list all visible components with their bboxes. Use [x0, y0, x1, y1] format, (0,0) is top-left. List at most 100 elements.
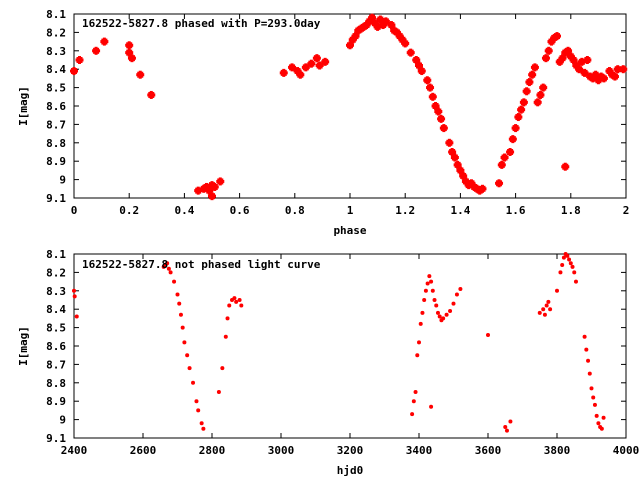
data-point: [429, 404, 434, 409]
data-point-arm: [395, 28, 399, 37]
data-point: [596, 421, 601, 426]
data-point-arm: [420, 67, 424, 76]
data-point: [594, 413, 599, 418]
data-point: [570, 264, 575, 269]
x-tick-label: 3600: [475, 444, 502, 457]
data-point: [441, 316, 446, 321]
data-point-arm: [572, 56, 576, 64]
data-point: [191, 380, 196, 385]
data-point: [601, 415, 606, 420]
data-point-arm: [204, 182, 208, 191]
x-tick-label: 0.2: [119, 204, 139, 217]
x-tick-label: 1.8: [561, 204, 581, 217]
data-point-arm: [541, 83, 545, 92]
data-point-arm: [138, 70, 142, 79]
data-point-arm: [585, 56, 589, 64]
data-point-arm: [469, 179, 473, 188]
data-point: [504, 428, 509, 433]
y-tick-label: 8.1: [46, 248, 66, 261]
data-point-arm: [602, 74, 606, 83]
data-point: [561, 255, 566, 260]
data-point: [410, 412, 415, 417]
y-tick-label: 8.7: [46, 358, 66, 371]
data-point-arm: [558, 57, 562, 66]
data-point-arm: [527, 78, 531, 87]
data-point: [542, 312, 547, 317]
data-series: [70, 13, 628, 201]
y-tick-label: 8.7: [46, 118, 66, 131]
data-point-arm: [461, 171, 465, 180]
data-point-arm: [296, 67, 300, 76]
data-point-arm: [398, 32, 402, 41]
x-axis-label: hjd0: [337, 464, 364, 477]
data-point-arm: [453, 153, 457, 162]
data-point: [568, 261, 573, 266]
chart-title: 162522-5827.8 phased with P=293.0day: [82, 17, 321, 30]
data-point-arm: [213, 182, 217, 191]
data-point-arm: [574, 61, 578, 70]
data-point-arm: [365, 21, 369, 30]
plot-frame: [73, 253, 627, 439]
data-point-arm: [323, 57, 327, 66]
data-point-arm: [207, 186, 211, 195]
data-point-arm: [616, 65, 620, 74]
data-point: [425, 281, 430, 286]
x-tick-label: 4000: [613, 444, 640, 457]
data-point: [429, 279, 434, 284]
y-tick-label: 8.4: [46, 63, 66, 76]
data-point-arm: [511, 135, 515, 144]
data-point: [486, 332, 490, 337]
data-point: [434, 303, 439, 308]
y-tick-label: 8.9: [46, 155, 66, 168]
chart-title: 162522-5827.8 not phased light curve: [82, 258, 321, 271]
data-point-arm: [304, 63, 308, 72]
data-point-arm: [348, 41, 352, 50]
x-tick-label: 3400: [406, 444, 433, 457]
data-point: [458, 286, 463, 291]
data-point-arm: [591, 74, 595, 83]
data-point-arm: [613, 72, 617, 81]
data-point-arm: [439, 114, 443, 123]
data-point: [573, 279, 578, 284]
data-point-arm: [530, 70, 534, 79]
data-point-arm: [464, 177, 468, 186]
data-point-arm: [94, 46, 98, 55]
data-point-arm: [384, 17, 388, 26]
data-point-arm: [450, 148, 454, 156]
data-point: [503, 424, 508, 429]
data-point: [177, 301, 182, 306]
data-point: [448, 309, 453, 314]
data-point-arm: [519, 105, 523, 114]
data-point-arm: [447, 138, 451, 147]
data-point: [584, 347, 589, 352]
data-point: [422, 298, 427, 302]
data-point-arm: [544, 54, 548, 63]
x-tick-label: 1: [347, 204, 354, 217]
data-point: [415, 353, 420, 358]
data-point-arm: [538, 90, 542, 99]
x-tick-label: 2800: [199, 444, 226, 457]
data-point-arm: [594, 70, 598, 79]
data-point: [201, 426, 206, 431]
data-point: [418, 321, 423, 326]
data-point-arm: [367, 17, 371, 26]
data-point-arm: [442, 124, 446, 133]
data-point-arm: [400, 35, 404, 44]
data-point-arm: [102, 37, 106, 46]
data-point-arm: [508, 148, 512, 156]
data-point-arm: [536, 98, 540, 107]
data-point: [165, 261, 170, 266]
data-point-arm: [72, 67, 76, 76]
data-point-arm: [533, 63, 537, 72]
y-axis-label: I[mag]: [17, 326, 30, 366]
y-tick-label: 8.8: [46, 377, 66, 390]
data-point: [72, 288, 76, 293]
data-point: [430, 288, 435, 293]
y-tick-label: 8.1: [46, 8, 66, 21]
data-point-arm: [409, 48, 413, 57]
data-point-arm: [596, 76, 600, 85]
data-point: [586, 358, 591, 363]
x-tick-label: 0.8: [285, 204, 305, 217]
data-point: [175, 292, 180, 297]
